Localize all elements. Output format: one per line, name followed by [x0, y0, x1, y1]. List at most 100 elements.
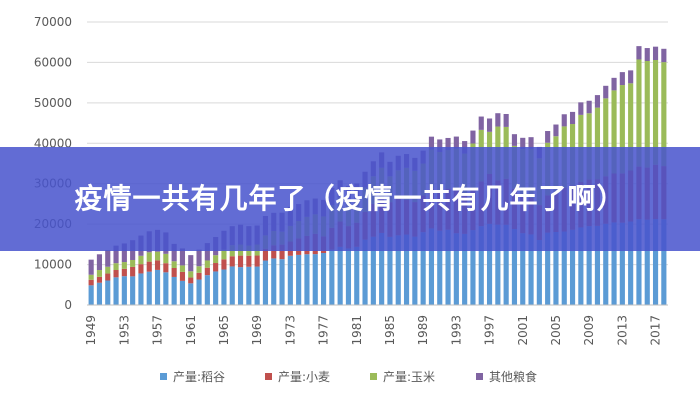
- bar-segment: [121, 276, 127, 305]
- bar-segment: [221, 269, 227, 305]
- legend-label: 产量:稻谷: [173, 370, 225, 384]
- bar-segment: [138, 264, 144, 274]
- bar-segment: [188, 255, 194, 272]
- bar-segment: [329, 249, 335, 305]
- x-tick-label: 1969: [250, 315, 264, 346]
- bar-segment: [636, 46, 642, 60]
- x-tick-label: 1989: [416, 315, 430, 346]
- bar-segment: [644, 60, 650, 168]
- bar-segment: [296, 254, 302, 305]
- bar-segment: [569, 111, 576, 125]
- x-tick-label: 1985: [383, 315, 397, 346]
- bar-segment: [163, 263, 169, 273]
- bar-segment: [105, 250, 111, 267]
- bar-segment: [196, 279, 202, 305]
- bar-segment: [420, 232, 426, 305]
- bar-segment: [146, 252, 152, 262]
- bar-segment: [229, 266, 235, 305]
- x-tick-label: 2017: [649, 315, 663, 346]
- bar-segment: [511, 229, 518, 305]
- bar-segment: [179, 271, 186, 281]
- bar-segment: [437, 230, 443, 305]
- bar-segment: [213, 271, 219, 305]
- bar-segment: [345, 248, 352, 305]
- bar-segment: [312, 254, 318, 305]
- bar-segment: [594, 95, 601, 108]
- bar-segment: [271, 258, 277, 305]
- x-tick-label: 1973: [283, 315, 297, 346]
- y-tick-label: 60000: [34, 55, 72, 69]
- x-tick-label: 1949: [84, 315, 98, 346]
- bar-segment: [304, 254, 310, 305]
- bar-segment: [578, 227, 584, 305]
- bar-segment: [652, 46, 659, 61]
- bar-segment: [262, 260, 269, 305]
- x-tick-label: 1953: [117, 315, 131, 346]
- bar-segment: [486, 118, 493, 132]
- bar-segment: [337, 246, 343, 305]
- bar-segment: [636, 59, 642, 167]
- bar-segment: [453, 136, 459, 149]
- bar-segment: [652, 60, 659, 165]
- bar-segment: [204, 275, 210, 305]
- bar-segment: [395, 235, 401, 305]
- x-tick-label: 2005: [549, 315, 563, 346]
- bar-segment: [121, 262, 127, 269]
- bar-segment: [188, 277, 194, 284]
- bar-segment: [88, 279, 94, 286]
- bar-segment: [146, 261, 152, 272]
- bar-segment: [470, 230, 476, 305]
- bar-segment: [536, 240, 542, 305]
- y-tick-label: 70000: [34, 15, 72, 29]
- bar-segment: [611, 90, 617, 174]
- bar-segment: [96, 254, 103, 271]
- bar-segment: [520, 137, 526, 150]
- x-tick-label: 1977: [317, 315, 331, 346]
- legend: 产量:稻谷 产量:小麦 产量:玉米 其他粮食: [160, 369, 537, 384]
- bar-segment: [628, 221, 634, 305]
- bar-segment: [586, 113, 592, 180]
- bar-segment: [287, 255, 293, 305]
- bar-segment: [171, 276, 177, 305]
- x-axis: 1949 1953 1957 1961 1965 1969 1973 1977 1981 1985…: [84, 304, 668, 346]
- bar-segment: [644, 48, 650, 61]
- bar-segment: [196, 249, 202, 267]
- bar-segment: [88, 259, 94, 275]
- bar-segment: [611, 222, 617, 305]
- bar-segment: [545, 232, 551, 305]
- bar-segment: [370, 236, 376, 305]
- bar-segment: [528, 137, 534, 149]
- bar-segment: [561, 231, 567, 305]
- x-tick-label: 2009: [582, 315, 596, 346]
- bar-segment: [113, 263, 119, 271]
- bar-segment: [478, 226, 484, 305]
- bar-segment: [453, 233, 459, 305]
- bar-segment: [594, 225, 601, 305]
- bar-segment: [179, 265, 186, 272]
- x-tick-label: 1981: [350, 315, 364, 346]
- bar-segment: [279, 259, 285, 305]
- bar-segment: [362, 239, 368, 305]
- bar-segment: [619, 72, 625, 86]
- bar-segment: [88, 285, 94, 305]
- bar-segment: [130, 276, 136, 305]
- y-tick-label: 0: [64, 298, 72, 312]
- bar-segment: [628, 83, 634, 171]
- bar-segment: [113, 245, 119, 264]
- bar-segment: [619, 85, 625, 174]
- bar-segment: [171, 267, 177, 277]
- bar-segment: [262, 248, 269, 261]
- bar-segment: [578, 102, 584, 115]
- banner-title: 疫情一共有几年了（疫情一共有几年了啊）: [74, 182, 626, 215]
- bar-segment: [188, 283, 194, 305]
- bar-segment: [138, 255, 144, 265]
- legend-swatch: [265, 373, 272, 380]
- bar-segment: [179, 280, 186, 305]
- bar-segment: [171, 261, 177, 268]
- x-tick-label: 1965: [217, 315, 231, 346]
- legend-swatch: [160, 373, 167, 380]
- bar-segment: [320, 253, 327, 305]
- bar-segment: [495, 224, 501, 305]
- bar-segment: [403, 234, 410, 305]
- bar-segment: [569, 229, 576, 305]
